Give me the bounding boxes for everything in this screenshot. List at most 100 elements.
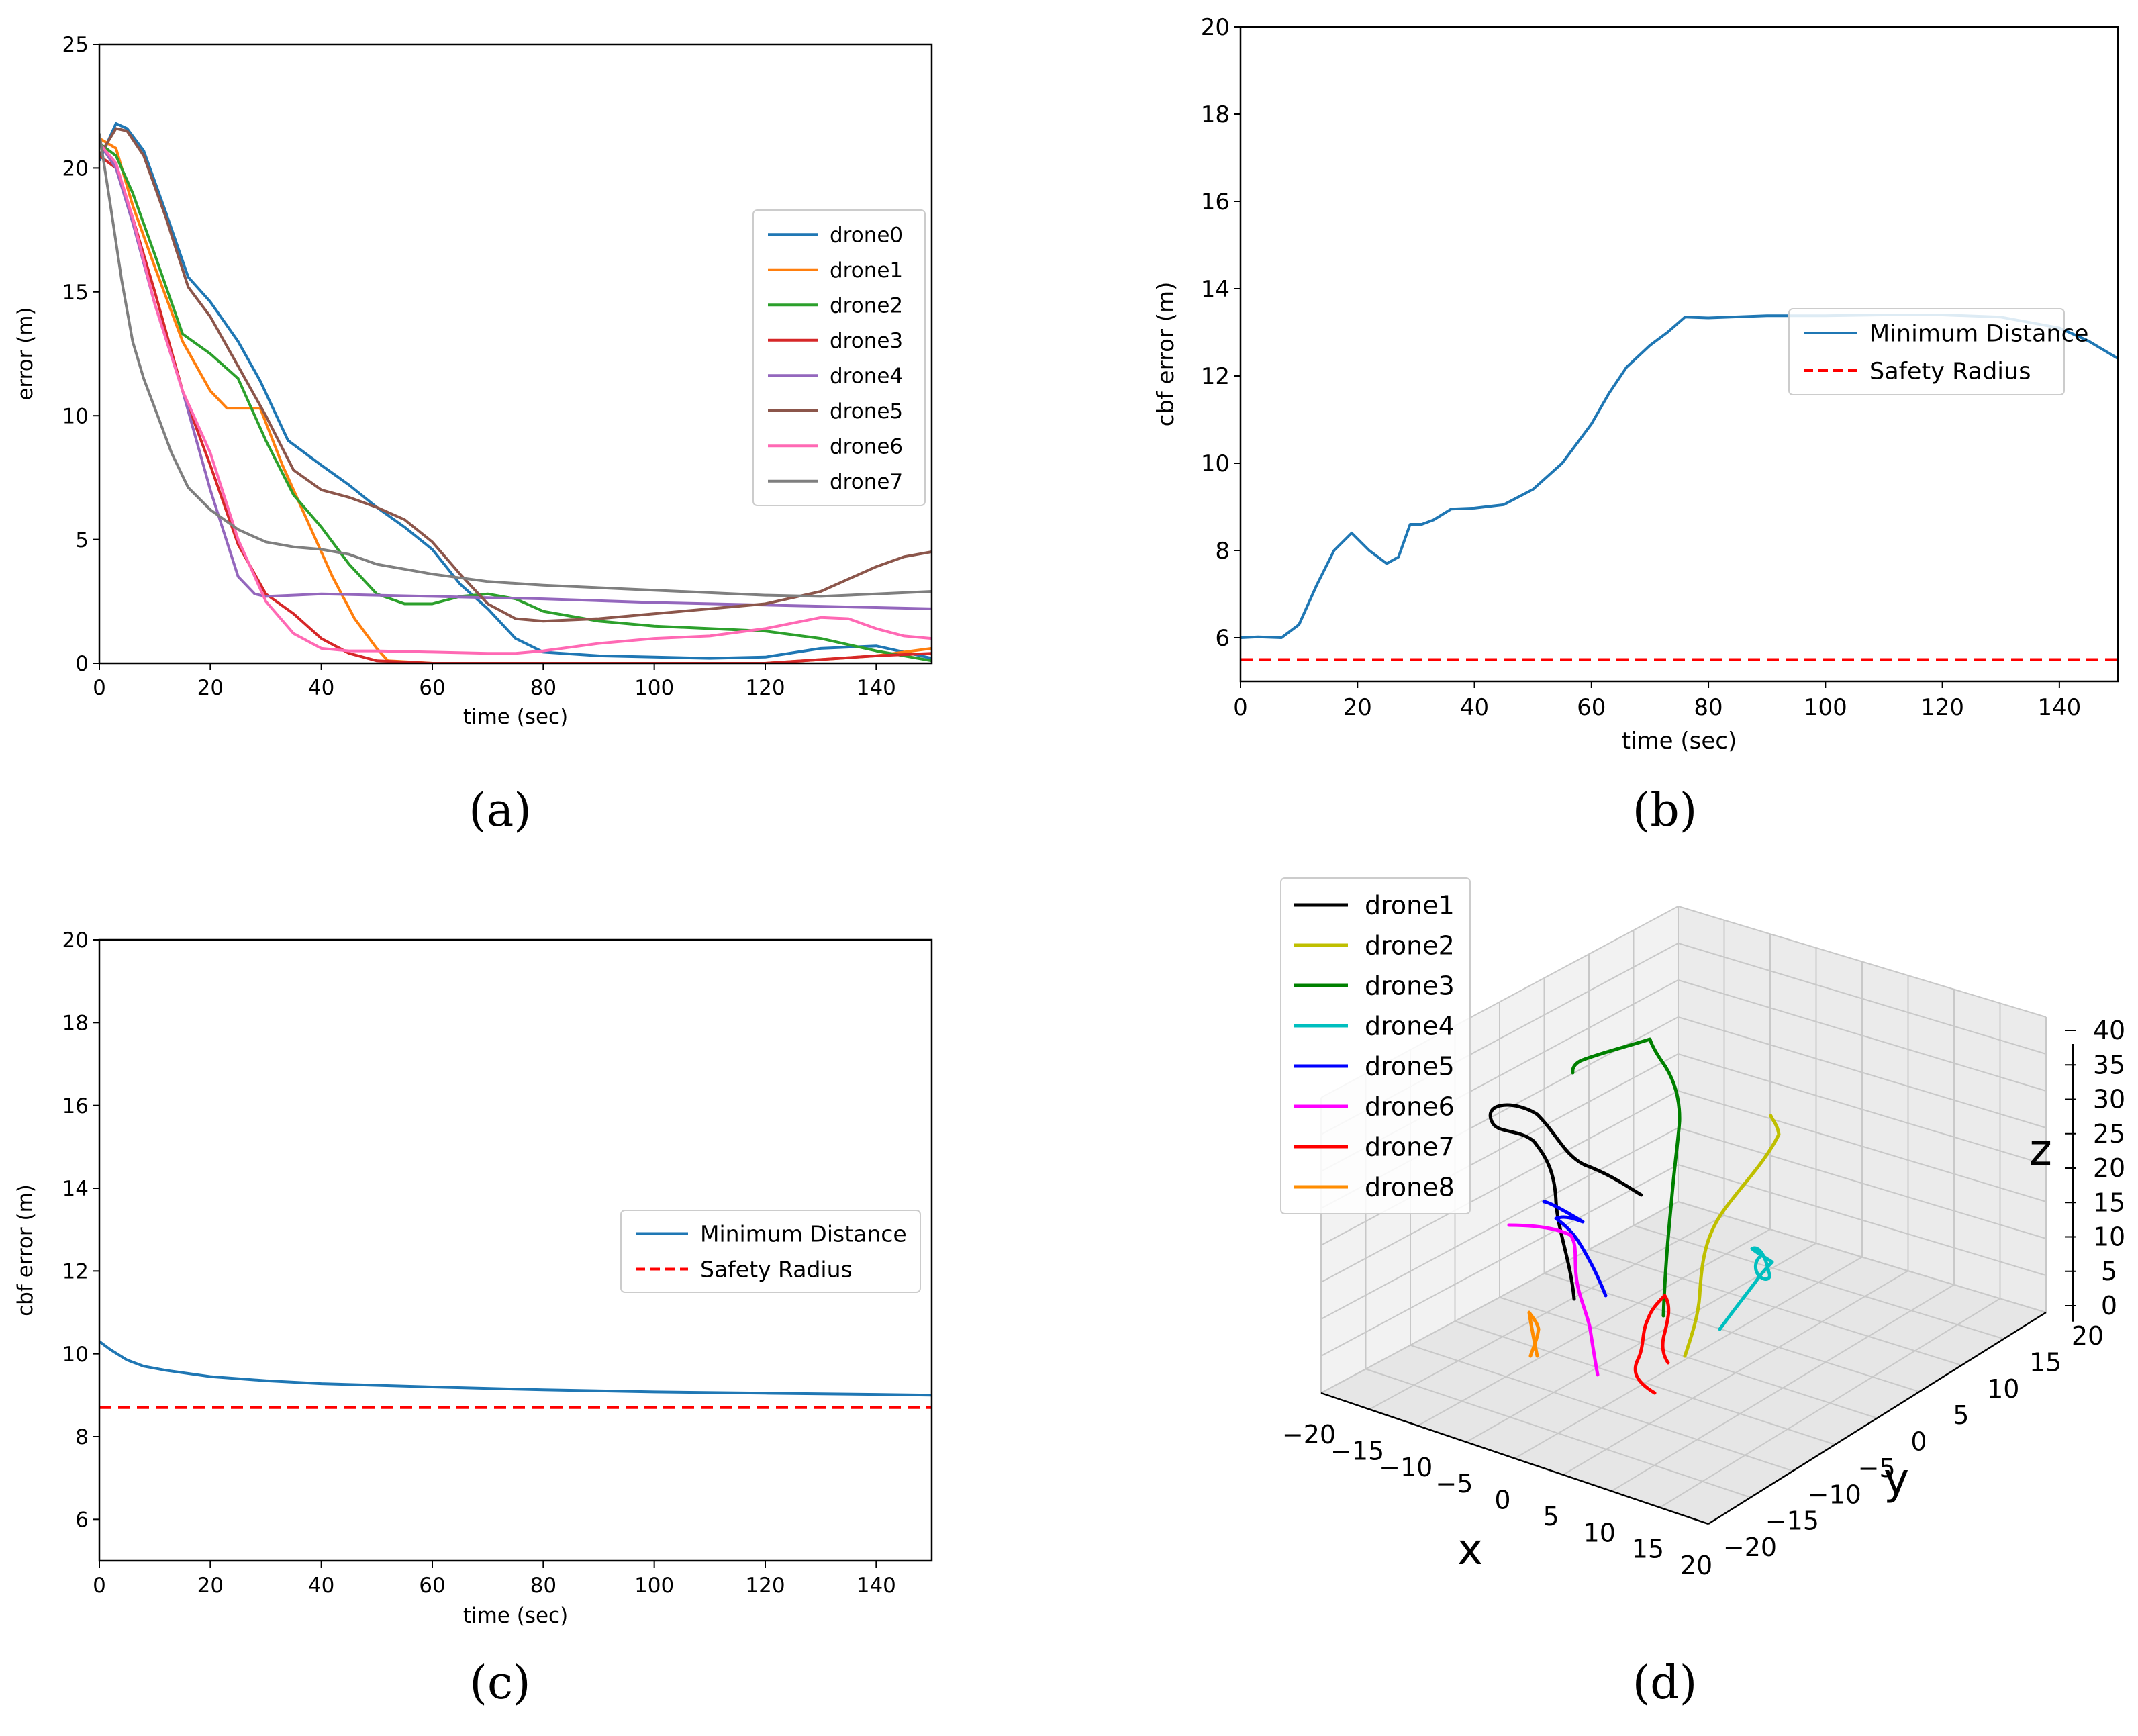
trajectory-drone7 xyxy=(1633,1294,1671,1395)
wall-grid-line xyxy=(1678,1016,2047,1128)
y-tick-label: 0 xyxy=(75,652,89,676)
x-tick-label: 40 xyxy=(308,676,334,700)
x-tick-label: 100 xyxy=(634,1574,674,1598)
panel-a: 0 20 40 60 80 100 120 140 0 5 10 15 20 25 time (sec) er… xyxy=(13,33,933,729)
y-tick-label: 5 xyxy=(1953,1400,1969,1430)
x-tick-label: 80 xyxy=(1694,694,1722,721)
wall-grid-line xyxy=(1678,943,2047,1055)
x-axis-label: time (sec) xyxy=(463,1604,568,1628)
y-tick-label: 0 xyxy=(1910,1427,1927,1457)
x-tick-label: −10 xyxy=(1379,1453,1432,1482)
x-tick-label: 20 xyxy=(197,1574,224,1598)
legend-box xyxy=(1280,877,1471,1214)
x-axis-label: time (sec) xyxy=(463,705,568,729)
floor-grid-line xyxy=(1659,1298,2001,1508)
y-tick-label: −15 xyxy=(1765,1506,1819,1536)
x-axis-label: x xyxy=(1457,1525,1483,1575)
y-tick-label: 20 xyxy=(1201,14,1230,41)
y-tick-label: 18 xyxy=(62,1011,89,1035)
legend-label-drone6: drone6 xyxy=(1365,1092,1455,1122)
series-group xyxy=(99,122,932,663)
x-tick-label: 20 xyxy=(1680,1551,1712,1580)
floor-grid-line xyxy=(1633,1224,2004,1340)
panel-b: 0 20 40 60 80 100 120 140 6 8 10 12 14 16 18 20 time (se… xyxy=(1153,14,2119,755)
series-line-drone1 xyxy=(99,137,932,663)
x-tick-label: 5 xyxy=(1543,1502,1559,1531)
z-tick-label: 30 xyxy=(2093,1085,2125,1114)
trajectory-drone6 xyxy=(1507,1223,1600,1377)
x-tick-label: 0 xyxy=(93,1574,106,1598)
x-tick-label: 100 xyxy=(1804,694,1847,721)
plot-frame xyxy=(98,43,933,665)
y-tick-label: 18 xyxy=(1201,101,1230,128)
panel-label-c: (c) xyxy=(469,1657,530,1710)
legend-label-drone4: drone4 xyxy=(1365,1012,1455,1041)
y-tick-label: 6 xyxy=(1215,625,1230,652)
panel-label-d: (d) xyxy=(1633,1657,1698,1710)
legend-label-drone5: drone5 xyxy=(830,399,903,424)
wall-grid-line xyxy=(1678,906,2047,1018)
legend-label-drone0: drone0 xyxy=(830,223,903,247)
legend-label-safety-radius: Safety Radius xyxy=(700,1256,853,1282)
legend-label-drone4: drone4 xyxy=(830,364,903,388)
y-tick-label: 8 xyxy=(75,1425,89,1449)
trajectory-drone8 xyxy=(1527,1310,1541,1358)
legend-box xyxy=(1788,308,2065,395)
floor-grid-line xyxy=(1499,1296,1878,1419)
x-tick-label: 100 xyxy=(634,676,674,700)
x-tick-label: 120 xyxy=(1921,694,1964,721)
panel-c: 0 20 40 60 80 100 120 140 6 8 10 12 14 16 18 20 time (se… xyxy=(13,928,933,1628)
series-line-drone3 xyxy=(99,154,932,663)
x-tick-label: 140 xyxy=(2037,694,2081,721)
x-tick-label: 40 xyxy=(308,1574,334,1598)
series-line-drone6 xyxy=(99,142,932,655)
legend-label-drone2: drone2 xyxy=(830,293,903,318)
legend-box xyxy=(620,1210,921,1293)
series-group xyxy=(99,1340,932,1409)
panel-d: −20−15−10−505101520−20−15−10−50510152005… xyxy=(1280,877,2125,1580)
z-tick-label: 15 xyxy=(2093,1188,2125,1217)
y-tick-label: 12 xyxy=(1201,363,1230,390)
x-tick-label: 20 xyxy=(197,676,224,700)
z-axis-label: z xyxy=(2029,1126,2052,1175)
legend-label-drone7: drone7 xyxy=(1365,1132,1455,1162)
floor-grid-line xyxy=(1611,1284,1955,1492)
y-tick-label: 20 xyxy=(62,928,89,953)
plot-frame xyxy=(1239,26,2119,683)
x-axis-label: time (sec) xyxy=(1622,728,1737,755)
x-tick-label: 20 xyxy=(1343,694,1372,721)
z-tick-label: 10 xyxy=(2093,1222,2125,1252)
floor-grid-line xyxy=(1544,1272,1920,1393)
z-tick-label: 40 xyxy=(2093,1016,2125,1045)
floor-grid-line xyxy=(1588,1249,1962,1366)
floor-grid-line xyxy=(1678,1201,2047,1313)
x-tick-label: 0 xyxy=(1233,694,1248,721)
x-tick-label: 10 xyxy=(1584,1518,1616,1547)
y-tick-label: −10 xyxy=(1808,1480,1861,1509)
y-tick-label: 10 xyxy=(62,1343,89,1367)
y-tick-label: −5 xyxy=(1858,1453,1896,1483)
legend-box xyxy=(752,209,926,506)
x-axis-line xyxy=(1320,1392,1709,1525)
y-tick-label: −20 xyxy=(1723,1533,1777,1562)
y-tick-label: 12 xyxy=(62,1259,89,1284)
y-tick-label: 5 xyxy=(75,528,89,552)
x-tick-label: 60 xyxy=(1577,694,1606,721)
x-tick-label: 0 xyxy=(1494,1486,1510,1515)
legend-label-minimum-distance: Minimum Distance xyxy=(700,1220,907,1247)
trajectory-drone4 xyxy=(1718,1246,1774,1331)
floor-grid-line xyxy=(1563,1270,1909,1476)
y-tick-label: 20 xyxy=(2072,1321,2104,1351)
y-axis-line xyxy=(1708,1311,2047,1525)
z-tick-label: 25 xyxy=(2093,1119,2125,1149)
y-axis-label: cbf error (m) xyxy=(13,1184,38,1316)
y-tick-label: 25 xyxy=(62,33,89,57)
legend-label-drone3: drone3 xyxy=(1365,971,1455,1001)
x-tick-label: 60 xyxy=(419,676,445,700)
series-line-drone2 xyxy=(99,142,932,663)
series-line-drone7 xyxy=(99,133,932,598)
x-tick-label: 140 xyxy=(857,676,896,700)
legend-label-drone1: drone1 xyxy=(1365,891,1455,920)
x-tick-label: 80 xyxy=(530,1574,556,1598)
